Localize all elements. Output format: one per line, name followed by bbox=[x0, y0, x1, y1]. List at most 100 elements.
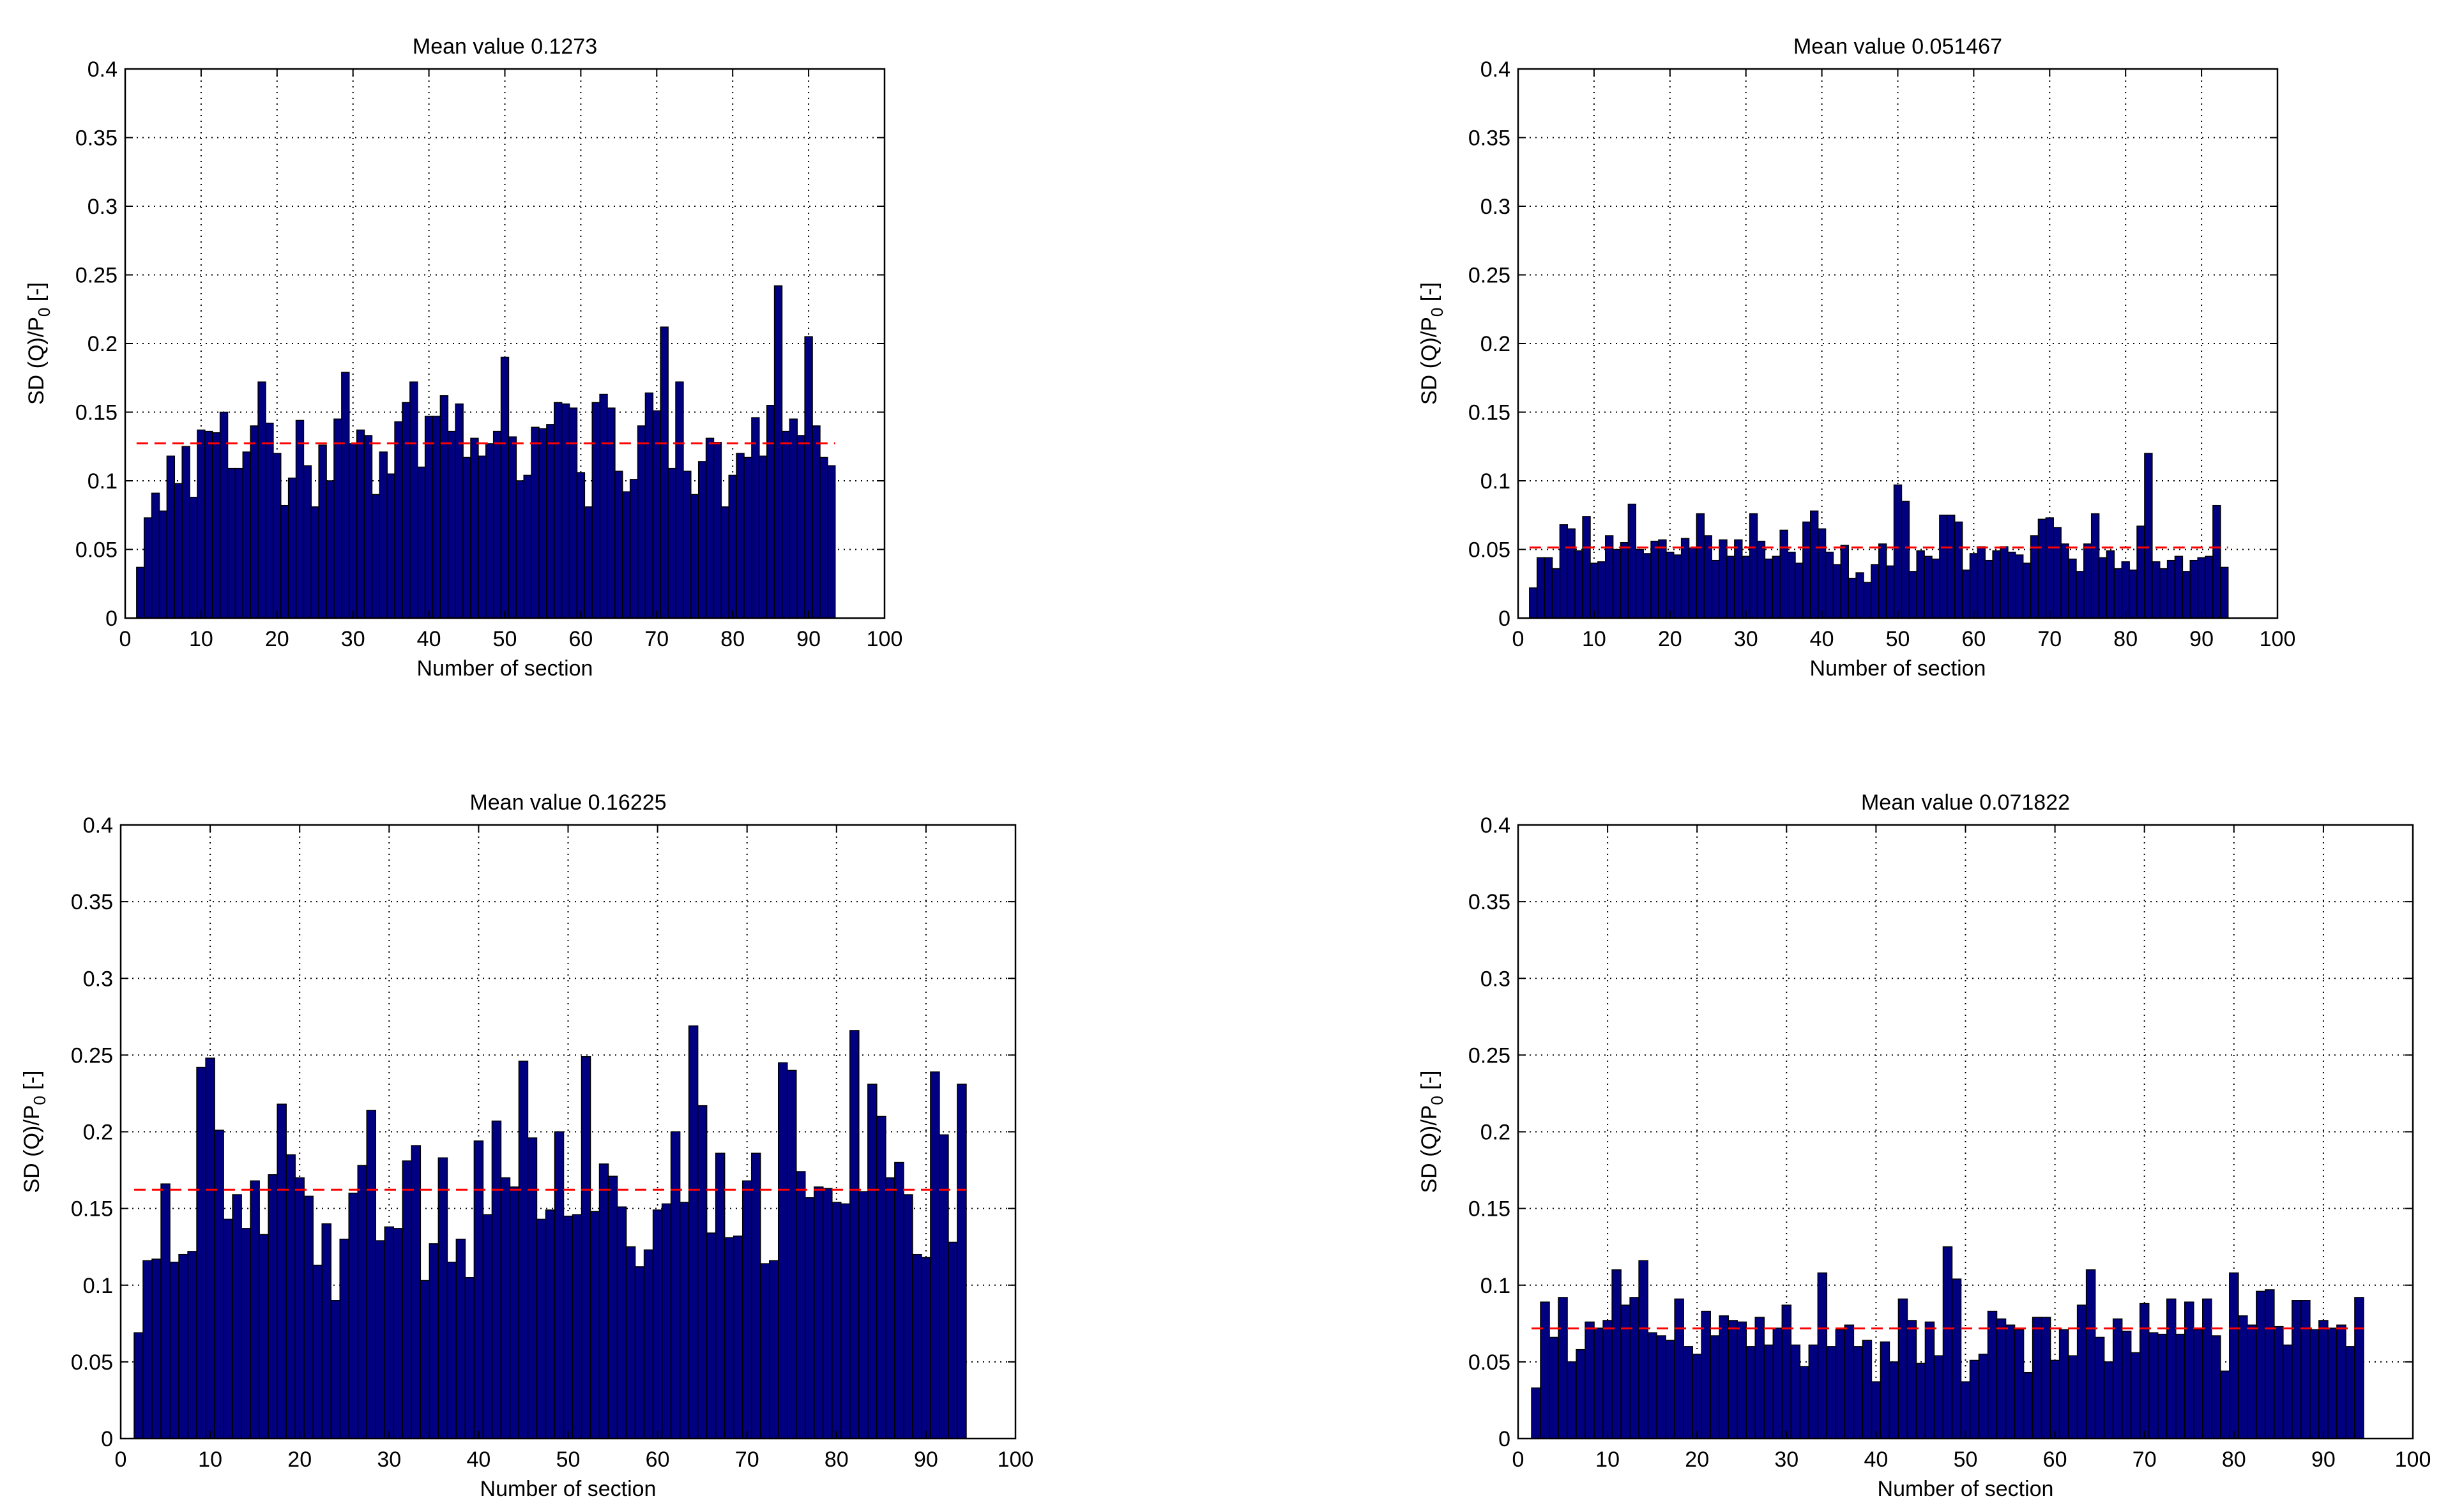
bar bbox=[2129, 570, 2138, 619]
bar bbox=[1635, 548, 1644, 619]
bar bbox=[629, 479, 639, 619]
bar bbox=[819, 457, 828, 619]
bar bbox=[637, 425, 646, 619]
bar bbox=[1954, 521, 1963, 619]
bar bbox=[1772, 1327, 1783, 1439]
bar bbox=[903, 1194, 913, 1439]
bar bbox=[1969, 1359, 1980, 1439]
bar bbox=[1893, 484, 1903, 619]
bar bbox=[644, 392, 654, 619]
bar bbox=[736, 453, 745, 619]
x-axis-label: Number of section bbox=[480, 1477, 657, 1501]
bar bbox=[455, 1238, 466, 1439]
bar bbox=[1992, 550, 2001, 619]
bar bbox=[812, 425, 821, 619]
bar bbox=[2265, 1289, 2275, 1439]
bar bbox=[151, 1259, 162, 1439]
y-tick-label: 0.2 bbox=[83, 1121, 113, 1145]
bar bbox=[652, 410, 661, 619]
y-tick-label: 0.35 bbox=[1468, 890, 1510, 914]
bar bbox=[1620, 1304, 1631, 1439]
bar bbox=[1951, 1278, 1962, 1439]
bar bbox=[912, 1253, 922, 1439]
bar bbox=[136, 566, 145, 619]
bar bbox=[287, 477, 297, 619]
bar bbox=[523, 474, 532, 619]
bar bbox=[930, 1071, 940, 1439]
bar bbox=[478, 455, 487, 619]
bar bbox=[1756, 540, 1766, 619]
x-tick-label: 30 bbox=[1774, 1448, 1798, 1472]
bar bbox=[2112, 1318, 2123, 1439]
y-axis-label-subscript: 0 bbox=[30, 1096, 49, 1105]
bar bbox=[1978, 1354, 1989, 1439]
bar bbox=[1787, 552, 1796, 619]
bar bbox=[1719, 1315, 1729, 1439]
bar bbox=[2139, 1303, 2150, 1439]
bar bbox=[1531, 1387, 1541, 1439]
bar bbox=[2098, 557, 2108, 619]
bar bbox=[690, 494, 699, 619]
x-tick-label: 90 bbox=[796, 627, 821, 651]
y-tick-label: 0 bbox=[105, 607, 118, 631]
bar bbox=[683, 471, 692, 619]
bar bbox=[1529, 587, 1538, 619]
bar bbox=[2354, 1297, 2364, 1439]
bar bbox=[1885, 565, 1895, 619]
bar bbox=[697, 1105, 708, 1439]
bar bbox=[786, 1070, 797, 1439]
bar bbox=[2211, 1335, 2221, 1439]
bar bbox=[429, 1243, 439, 1439]
x-tick-label: 10 bbox=[189, 627, 213, 651]
bar bbox=[576, 472, 586, 619]
bar bbox=[189, 497, 198, 619]
bar bbox=[832, 1202, 842, 1439]
bar bbox=[1795, 563, 1804, 619]
x-tick-label: 70 bbox=[644, 627, 669, 651]
bar bbox=[2166, 559, 2176, 619]
bar bbox=[2292, 1300, 2302, 1439]
bar bbox=[1754, 1317, 1765, 1439]
bar bbox=[607, 407, 616, 619]
bar bbox=[1961, 570, 1971, 619]
y-tick-label: 0.25 bbox=[1468, 1043, 1510, 1068]
bar bbox=[1692, 1354, 1702, 1439]
x-tick-label: 100 bbox=[2395, 1448, 2431, 1472]
bar bbox=[321, 1223, 331, 1439]
bar bbox=[1908, 571, 1917, 619]
bar bbox=[339, 1238, 350, 1439]
bar bbox=[470, 437, 479, 619]
x-tick-label: 0 bbox=[1512, 627, 1524, 651]
bar bbox=[2184, 1301, 2194, 1439]
bar bbox=[242, 451, 251, 619]
bar bbox=[241, 1228, 251, 1439]
bar bbox=[724, 1237, 734, 1439]
bar bbox=[330, 1300, 340, 1439]
bar bbox=[805, 1197, 815, 1439]
bar bbox=[143, 517, 153, 619]
bar bbox=[720, 506, 730, 619]
bar bbox=[531, 427, 540, 619]
bar bbox=[1593, 1327, 1604, 1439]
x-tick-label: 10 bbox=[198, 1448, 222, 1472]
y-axis-label-unit: [-] bbox=[24, 282, 49, 308]
bar bbox=[197, 429, 206, 619]
bar bbox=[1825, 552, 1834, 619]
y-tick-label: 0.1 bbox=[1480, 1274, 1510, 1298]
y-tick-label: 0 bbox=[1498, 1427, 1510, 1451]
bar bbox=[181, 446, 190, 619]
bar bbox=[1933, 1355, 1944, 1439]
x-axis-label: Number of section bbox=[1878, 1477, 2054, 1501]
bar bbox=[743, 457, 752, 619]
bar bbox=[796, 435, 805, 619]
x-tick-label: 70 bbox=[735, 1448, 759, 1472]
bar bbox=[2300, 1300, 2311, 1439]
bar bbox=[849, 1030, 860, 1439]
bar bbox=[420, 1280, 430, 1439]
bar bbox=[1779, 529, 1788, 619]
y-tick-label: 0.05 bbox=[71, 1350, 113, 1375]
bar bbox=[2189, 559, 2198, 619]
bar bbox=[265, 422, 274, 619]
bar bbox=[2174, 556, 2184, 619]
y-tick-label: 0.2 bbox=[87, 332, 118, 356]
